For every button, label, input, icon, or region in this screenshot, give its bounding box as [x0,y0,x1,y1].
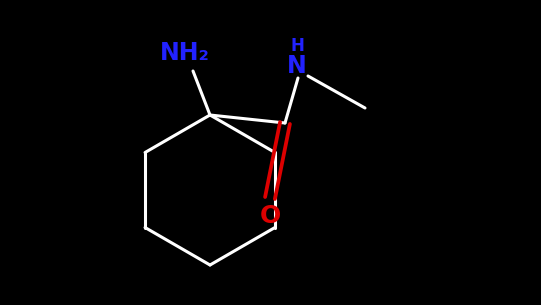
Text: NH₂: NH₂ [160,41,210,65]
Text: H: H [290,37,304,55]
Text: O: O [259,204,281,228]
Text: N: N [287,54,307,78]
